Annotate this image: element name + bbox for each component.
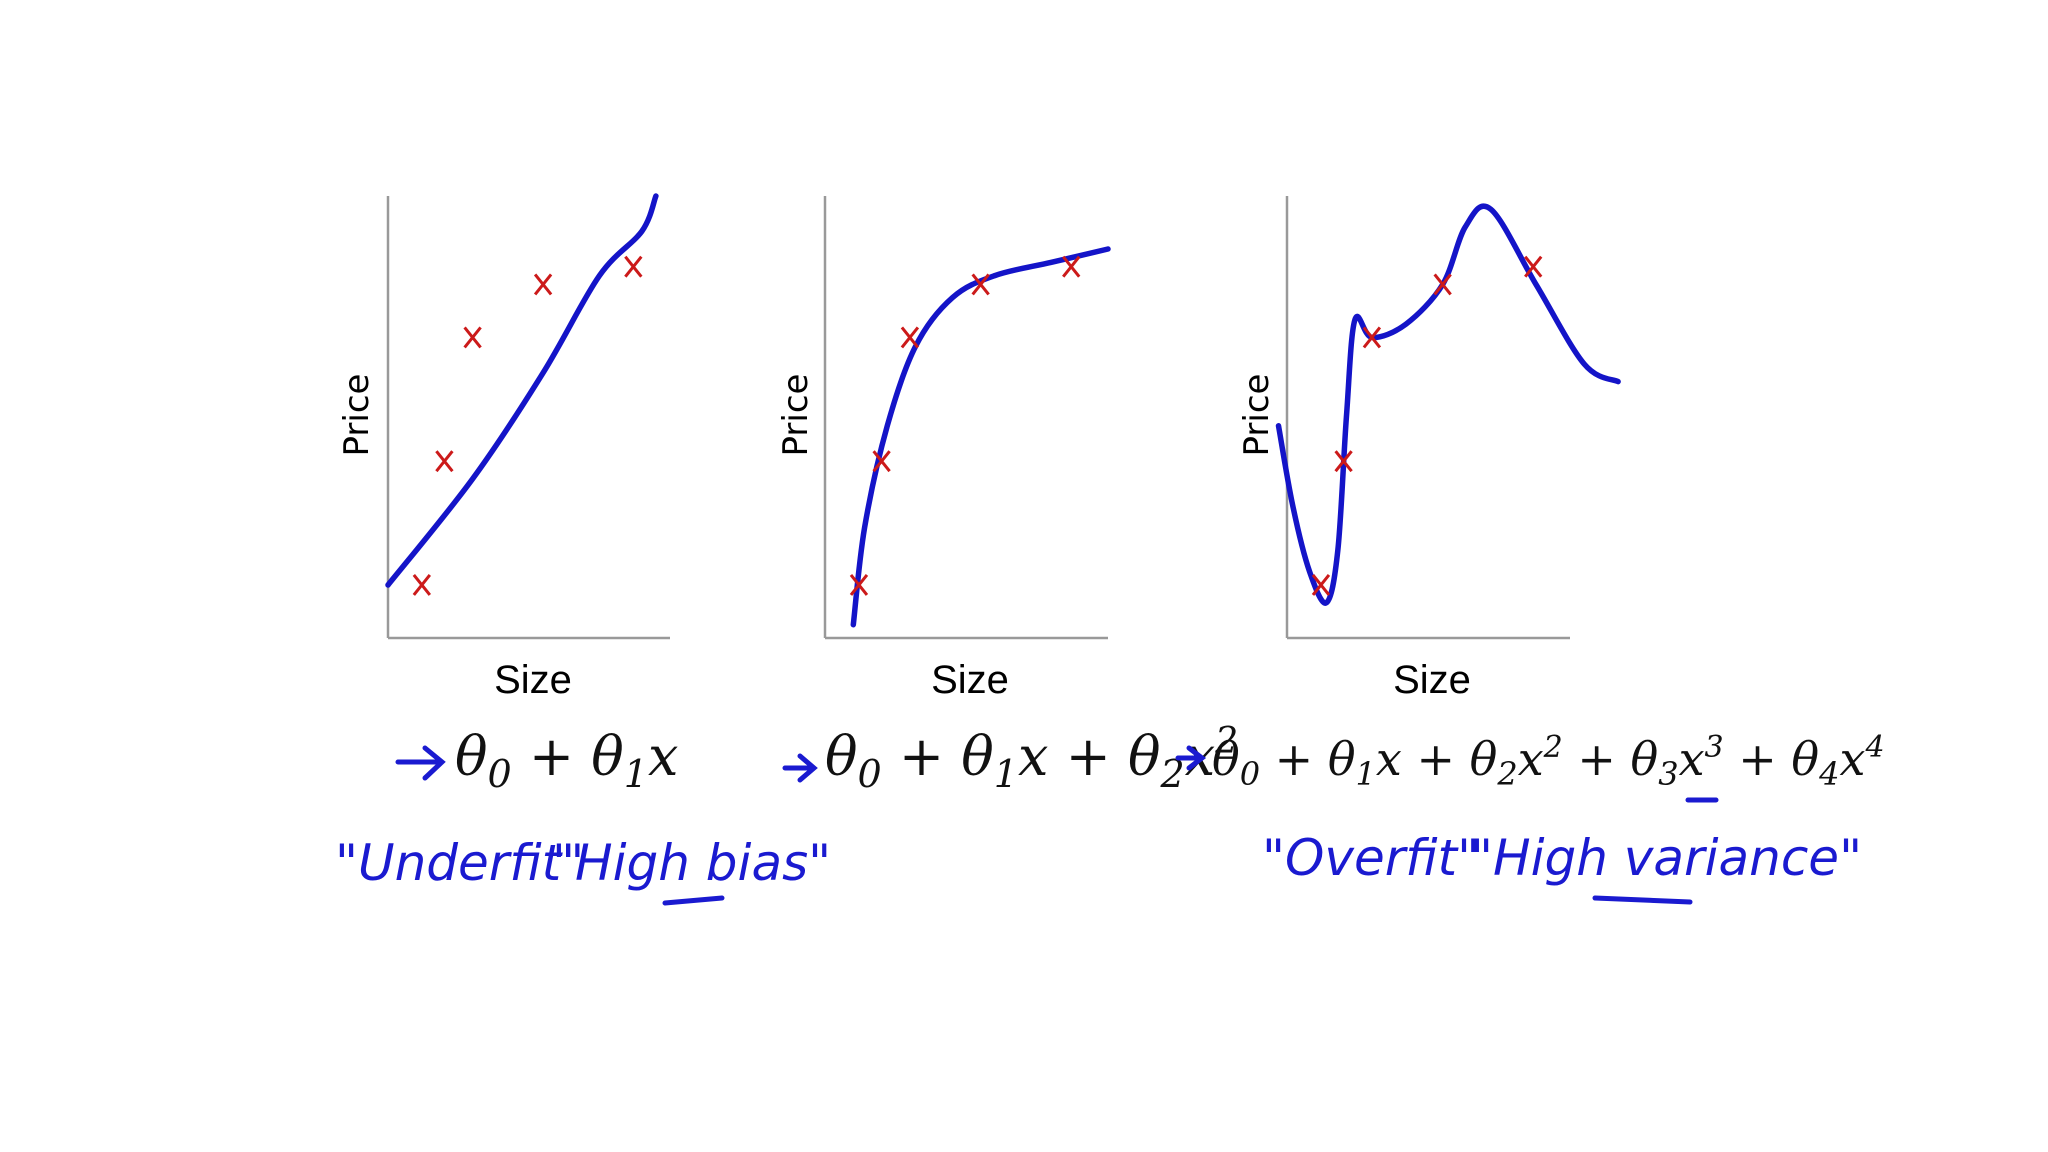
- hypothesis-formula: θ0 + θ1x + θ2x2 + θ3x3 + θ4x4: [1212, 730, 1885, 793]
- high-bias-note: "High bias": [552, 834, 831, 892]
- fit-curve: [385, 193, 659, 588]
- y-axis-label: Price: [1237, 374, 1277, 457]
- x-marker: [463, 326, 482, 349]
- x-axis-label: Size: [1393, 658, 1471, 702]
- x-marker: [1062, 255, 1081, 278]
- underline: [662, 895, 725, 906]
- panel-underfit: Price Size θ0 + θ1x "Underfit" "High bia…: [335, 193, 831, 892]
- x-marker: [1433, 273, 1452, 296]
- data-points: [1311, 255, 1543, 596]
- overfit-note: "Overfit": [1262, 829, 1480, 887]
- hypothesis-formula: θ0 + θ1x + θ2x2: [825, 721, 1238, 796]
- x-marker: [872, 450, 891, 473]
- high-variance-note: "High variance": [1470, 829, 1862, 887]
- x-marker: [1311, 574, 1331, 596]
- x-marker: [533, 273, 553, 296]
- x-axis-label: Size: [931, 658, 1009, 702]
- data-points: [849, 255, 1081, 596]
- ink-marks: [395, 745, 1719, 906]
- panel-just-right: Price Size θ0 + θ1x + θ2x2: [776, 196, 1238, 796]
- underfit-note: "Underfit": [335, 834, 584, 892]
- y-axis-label: Price: [776, 374, 816, 457]
- arrow-icon: [395, 745, 446, 781]
- y-axis-label: Price: [337, 374, 377, 457]
- arrow-icon: [782, 753, 818, 783]
- x-marker: [624, 255, 643, 278]
- arrow-icon: [1175, 745, 1207, 771]
- x-axis-label: Size: [494, 658, 572, 702]
- x-marker: [435, 450, 454, 473]
- x-marker: [1524, 255, 1543, 278]
- x-marker: [849, 574, 869, 596]
- x-marker: [1362, 326, 1382, 349]
- x-marker: [412, 574, 432, 596]
- data-points: [412, 255, 643, 596]
- fit-curve: [850, 246, 1111, 628]
- x-marker: [971, 273, 990, 296]
- x-marker: [1334, 450, 1353, 473]
- panel-overfit: Price Size θ0 + θ1x + θ2x2 + θ3x3 + θ4x4…: [1212, 196, 1885, 887]
- hypothesis-formula: θ0 + θ1x: [455, 725, 678, 796]
- x-marker: [900, 326, 920, 349]
- fit-curve: [1275, 203, 1621, 606]
- underline: [1592, 895, 1693, 905]
